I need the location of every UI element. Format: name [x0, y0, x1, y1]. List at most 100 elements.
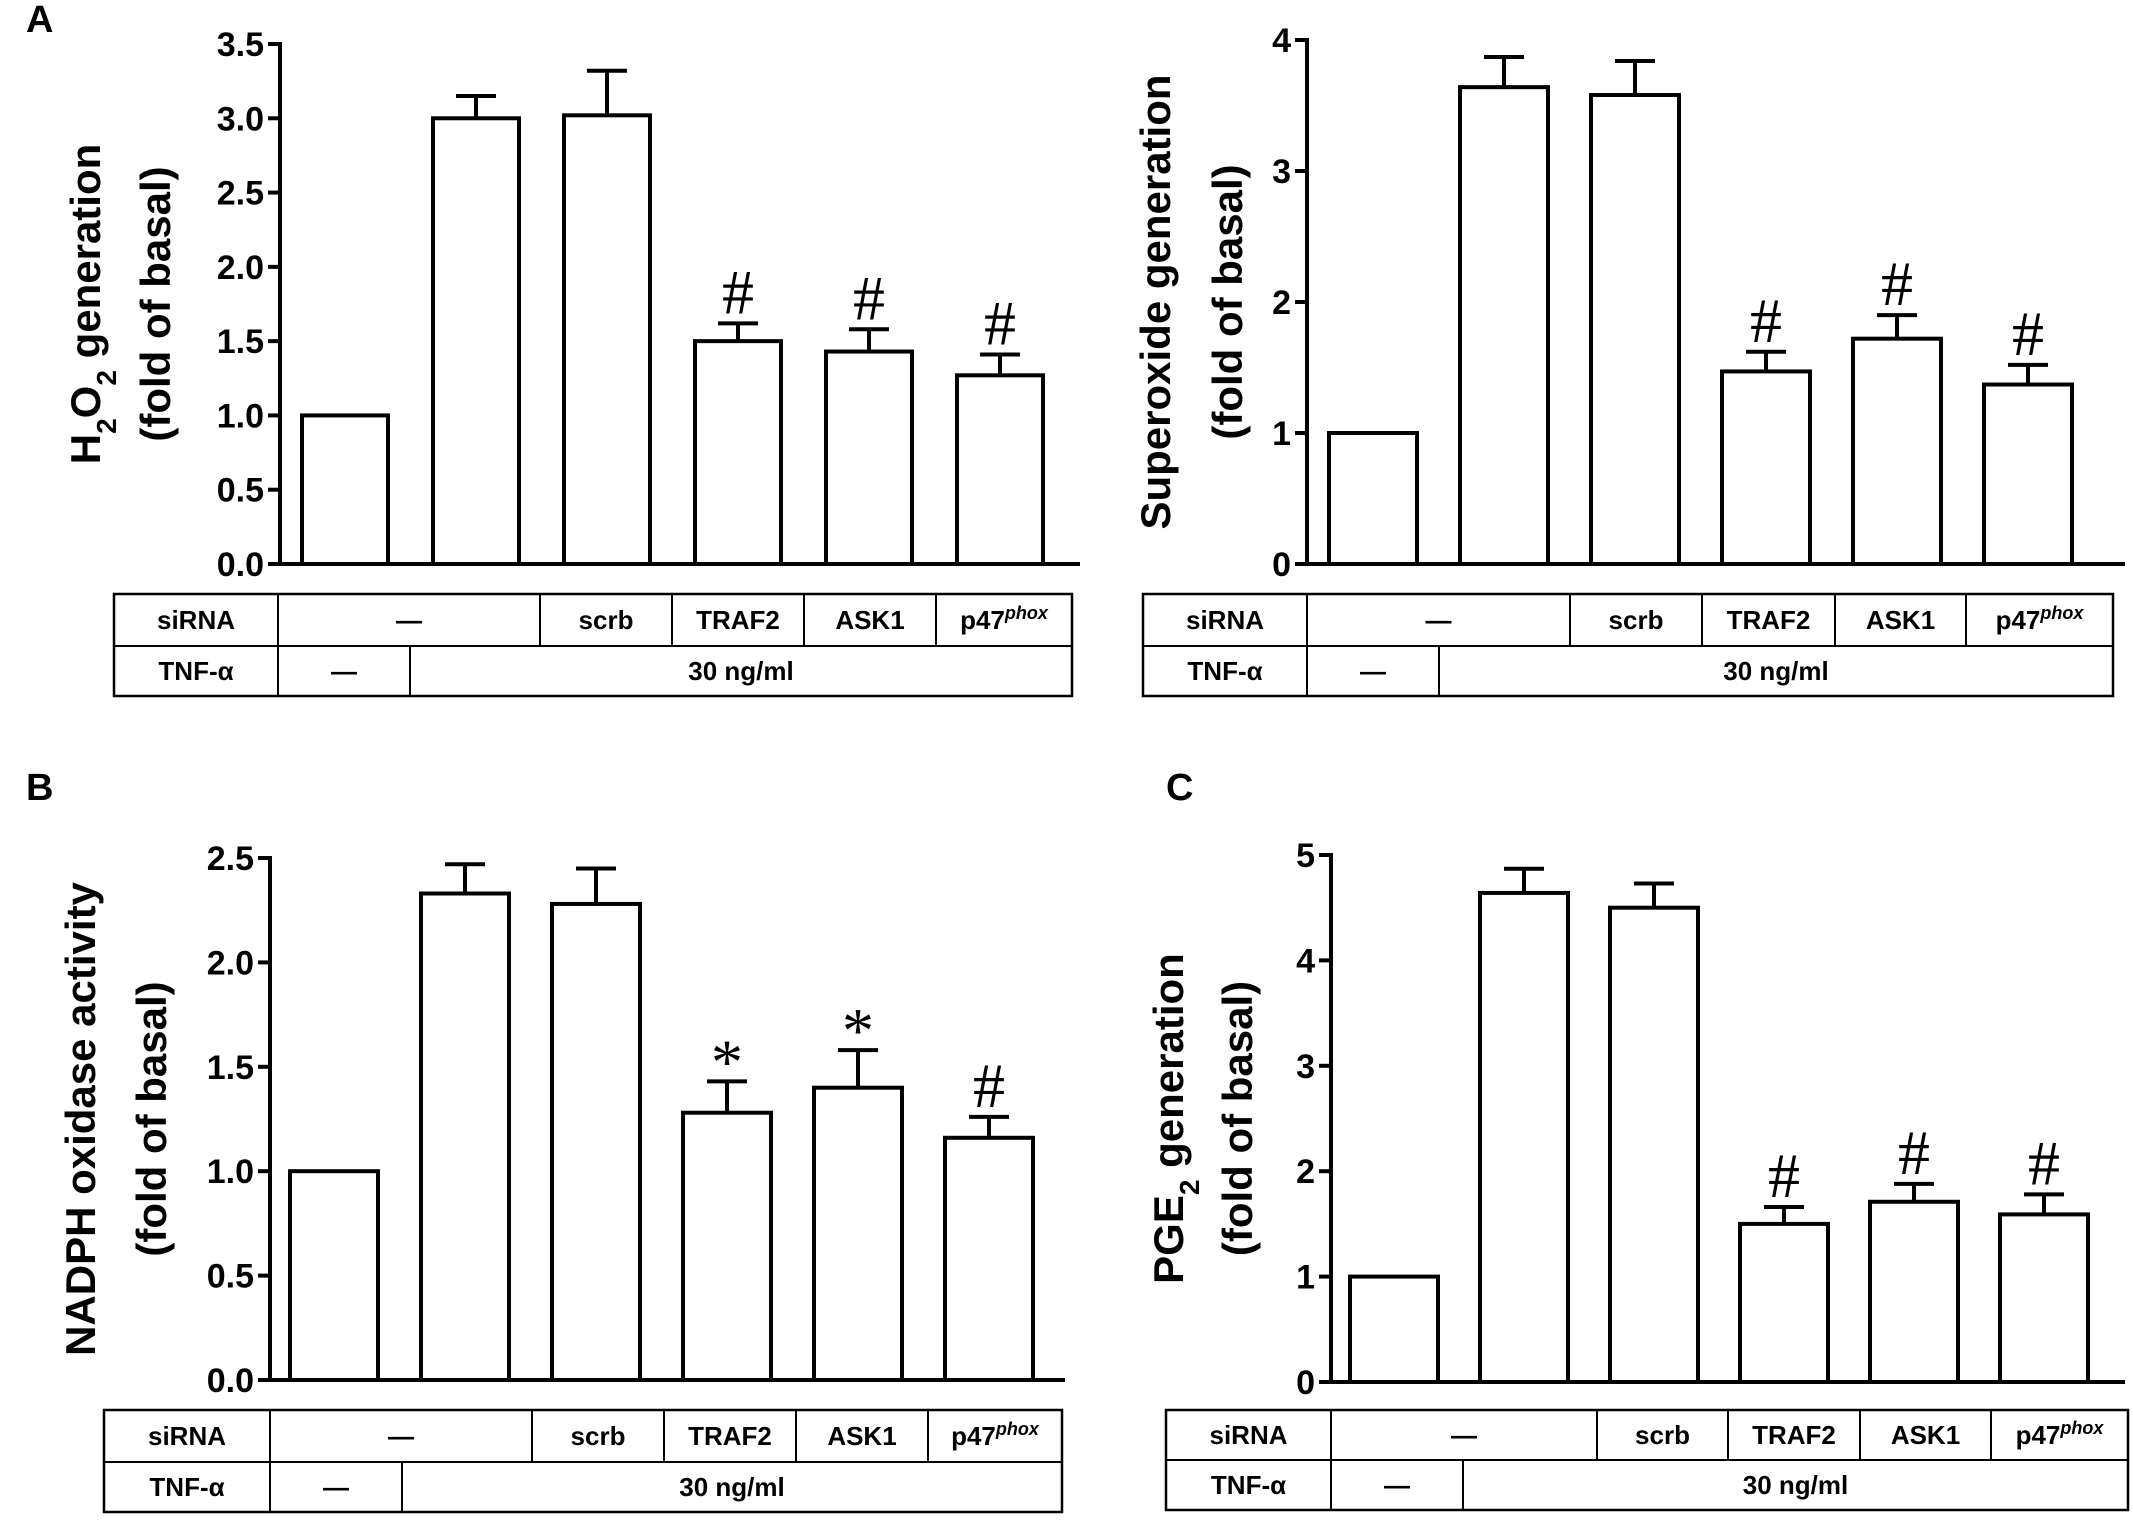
- table-cell-sirna: scrb: [1635, 1420, 1690, 1450]
- y-tick-label: 3: [1272, 153, 1291, 191]
- condition-table: siRNA TNF-α — scrb TRAF2 ASK1 p47phox — 30 ng/ml: [1164, 1408, 2130, 1512]
- significance-hash: #: [853, 262, 885, 333]
- condition-table: siRNA TNF-α — scrb TRAF2 ASK1 p47phox — 30 ng/ml: [102, 1408, 1064, 1514]
- table-label-tnf: TNF-α: [1211, 1470, 1286, 1500]
- table-cell-sirna: —: [396, 605, 422, 635]
- significance-hash: #: [1898, 1117, 1930, 1188]
- table-cell-sirna: —: [388, 1421, 414, 1451]
- y-axis-title-part: H: [62, 434, 109, 464]
- bar: [1738, 1221, 1830, 1385]
- table-label-tnf: TNF-α: [158, 656, 233, 686]
- y-tick-label: 0.5: [217, 472, 264, 510]
- table-cell-tnf: —: [331, 656, 357, 686]
- table-cell-sirna: p47phox: [2016, 1418, 2105, 1450]
- y-axis-subtitle: (fold of basal): [1214, 981, 1261, 1256]
- y-tick-label: 2.5: [217, 175, 264, 213]
- y-tick-label: 2: [1272, 284, 1291, 322]
- significance-hash: #: [722, 256, 754, 327]
- y-axis-title-part: O: [62, 386, 109, 419]
- y-tick-label: 3.5: [217, 26, 264, 64]
- y-tick-label: 2.5: [207, 840, 254, 878]
- table-label-sirna: siRNA: [148, 1421, 226, 1451]
- bar: [1868, 1199, 1960, 1384]
- bar: [943, 1135, 1035, 1382]
- panel-letter: C: [1166, 767, 1193, 809]
- bar: [562, 113, 652, 566]
- y-tick-label: 2.0: [207, 944, 254, 982]
- bar: [1608, 905, 1700, 1384]
- y-tick-label: 1.0: [217, 397, 264, 435]
- bar: [693, 339, 783, 566]
- bar: [812, 1085, 904, 1383]
- table-label-tnf: TNF-α: [1187, 656, 1262, 686]
- table-cell-sirna: TRAF2: [688, 1421, 772, 1451]
- bar: [1458, 85, 1550, 566]
- table-cell-sirna: ASK1: [1866, 605, 1935, 635]
- bar: [550, 901, 642, 1382]
- table-cell-tnf: 30 ng/ml: [1743, 1470, 1848, 1500]
- y-axis-subtitle: (fold of basal): [128, 981, 175, 1256]
- y-tick-label: 4: [1296, 942, 1315, 980]
- table-cell-tnf: 30 ng/ml: [1723, 656, 1828, 686]
- significance-asterisk: *: [842, 995, 874, 1066]
- table-cell-part: p47: [1996, 605, 2041, 635]
- y-tick-label: 4: [1272, 22, 1291, 60]
- bar: [419, 891, 511, 1382]
- panel-letter: A: [26, 0, 53, 41]
- table-cell-sirna: p47phox: [951, 1419, 1040, 1451]
- table-label-sirna: siRNA: [157, 605, 235, 635]
- y-tick-label: 3: [1296, 1048, 1315, 1086]
- significance-hash: #: [1768, 1140, 1800, 1211]
- significance-hash: #: [2028, 1127, 2060, 1198]
- y-tick-label: 5: [1296, 837, 1315, 875]
- table-cell-tnf: —: [1360, 656, 1386, 686]
- table-cell-sirna: scrb: [571, 1421, 626, 1451]
- y-tick-label: 0.5: [207, 1258, 254, 1296]
- y-axis-title-part: generation: [1145, 953, 1192, 1179]
- bar: [1348, 1274, 1440, 1384]
- y-tick-label: 1.5: [207, 1049, 254, 1087]
- y-axis-title-part: generation: [62, 144, 109, 370]
- y-tick-label: 0.0: [207, 1362, 254, 1400]
- table-cell-sirna: p47phox: [1996, 603, 2085, 635]
- table-cell-part: p47: [2016, 1420, 2061, 1450]
- bar: [1478, 890, 1570, 1384]
- y-axis-title: H2O2 generation: [62, 144, 122, 465]
- y-axis-subtitle: (fold of basal): [132, 166, 179, 441]
- bar: [824, 349, 914, 566]
- bar: [431, 116, 521, 567]
- bar: [300, 413, 390, 566]
- significance-hash: #: [1750, 285, 1782, 356]
- table-cell-superscript: phox: [2059, 1418, 2104, 1438]
- y-tick-label: 1: [1296, 1259, 1315, 1297]
- y-axis-title-subscript: 2: [91, 418, 122, 434]
- table-cell-sirna: ASK1: [827, 1421, 896, 1451]
- significance-hash: #: [2012, 298, 2044, 369]
- table-cell-sirna: scrb: [1609, 605, 1664, 635]
- table-cell-sirna: TRAF2: [1752, 1420, 1836, 1450]
- y-tick-label: 0.0: [217, 546, 264, 584]
- y-tick-label: 3.0: [217, 100, 264, 138]
- table-label-tnf: TNF-α: [149, 1472, 224, 1502]
- table-cell-sirna: TRAF2: [696, 605, 780, 635]
- y-axis-title: Superoxide generation: [1132, 74, 1179, 529]
- table-cell-sirna: ASK1: [1891, 1420, 1960, 1450]
- significance-hash: #: [973, 1050, 1005, 1121]
- y-tick-label: 1.5: [217, 323, 264, 361]
- bar: [955, 373, 1045, 567]
- y-tick-label: 0: [1296, 1364, 1315, 1402]
- table-cell-sirna: —: [1451, 1420, 1477, 1450]
- table-cell-tnf: 30 ng/ml: [679, 1472, 784, 1502]
- table-cell-tnf: —: [323, 1472, 349, 1502]
- bar: [1589, 93, 1681, 567]
- y-axis-subtitle: (fold of basal): [1204, 164, 1251, 439]
- panel-letter: B: [26, 767, 53, 809]
- table-cell-superscript: phox: [995, 1419, 1040, 1439]
- bar: [288, 1169, 380, 1382]
- table-cell-tnf: 30 ng/ml: [688, 656, 793, 686]
- bar: [1327, 431, 1419, 566]
- significance-hash: #: [1881, 248, 1913, 319]
- chart-panel-2: 0 1 2 3 4 Superoxide generation (fold of basal…: [1132, 22, 2125, 698]
- y-axis-title-part: PGE: [1145, 1195, 1192, 1284]
